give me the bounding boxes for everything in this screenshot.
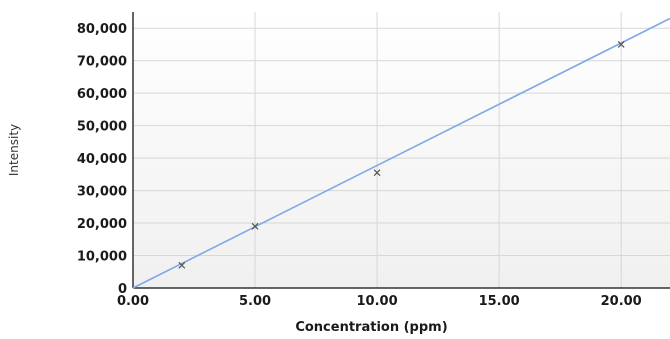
y-tick-label: 70,000 — [77, 55, 127, 70]
y-tick-label: 0 — [118, 282, 127, 297]
grid-lines — [132, 12, 670, 289]
y-tick-label: 60,000 — [77, 87, 127, 102]
x-tick-label: 15.00 — [479, 294, 520, 309]
data-point-stroke — [251, 222, 259, 230]
y-tick-label: 20,000 — [77, 217, 127, 232]
x-tick-label: 5.00 — [239, 294, 271, 309]
fit-line — [132, 17, 670, 289]
y-tick-label: 10,000 — [77, 250, 127, 265]
axes — [132, 12, 670, 289]
data-point — [373, 169, 381, 177]
x-tick-label: 20.00 — [601, 294, 642, 309]
y-axis-title: Intensity — [7, 124, 21, 176]
x-tick-label: 0.00 — [117, 294, 149, 309]
y-tick-label: 40,000 — [77, 152, 127, 167]
x-tick-label: 10.00 — [357, 294, 398, 309]
data-point-stroke — [617, 41, 625, 48]
y-tick-label: 80,000 — [77, 22, 127, 37]
data-point — [251, 222, 259, 230]
y-tick-label: 50,000 — [77, 120, 127, 135]
data-point — [178, 261, 186, 269]
x-axis-title: Concentration (ppm) — [295, 320, 447, 335]
x-tick-labels: 0.00 5.00 10.00 15.00 20.00 — [117, 294, 642, 309]
y-tick-label: 30,000 — [77, 185, 127, 200]
y-tick-labels: 0 10,000 20,000 30,000 40,000 50,000 60,000 70,… — [77, 22, 127, 297]
plot-area — [133, 12, 670, 288]
data-point-stroke — [178, 261, 186, 269]
data-point — [617, 41, 625, 48]
data-point-stroke — [373, 169, 381, 177]
data-series — [132, 17, 670, 289]
